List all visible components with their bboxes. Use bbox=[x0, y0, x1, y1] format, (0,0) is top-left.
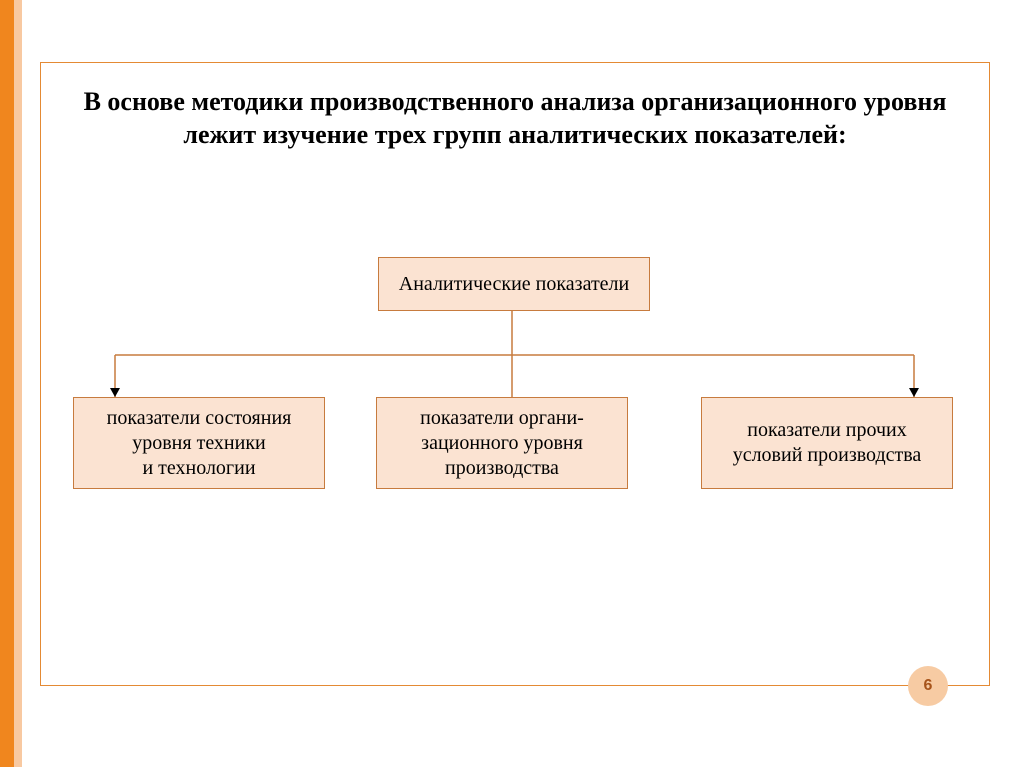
accent-stripe-inner bbox=[0, 0, 14, 767]
page-number: 6 bbox=[924, 677, 933, 695]
page-number-badge: 6 bbox=[908, 666, 948, 706]
node-right-label: показатели прочихусловий производства bbox=[733, 418, 922, 468]
node-root-label: Аналитические показатели bbox=[399, 272, 630, 297]
node-root: Аналитические показатели bbox=[378, 257, 650, 311]
node-mid-label: показатели органи-зационного уровняпроиз… bbox=[420, 406, 584, 481]
node-right: показатели прочихусловий производства bbox=[701, 397, 953, 489]
slide-title: В основе методики производственного анал… bbox=[75, 85, 955, 152]
node-left-label: показатели состоянияуровня техникии техн… bbox=[107, 406, 292, 481]
node-mid: показатели органи-зационного уровняпроиз… bbox=[376, 397, 628, 489]
content-frame bbox=[40, 62, 990, 686]
node-left: показатели состоянияуровня техникии техн… bbox=[73, 397, 325, 489]
